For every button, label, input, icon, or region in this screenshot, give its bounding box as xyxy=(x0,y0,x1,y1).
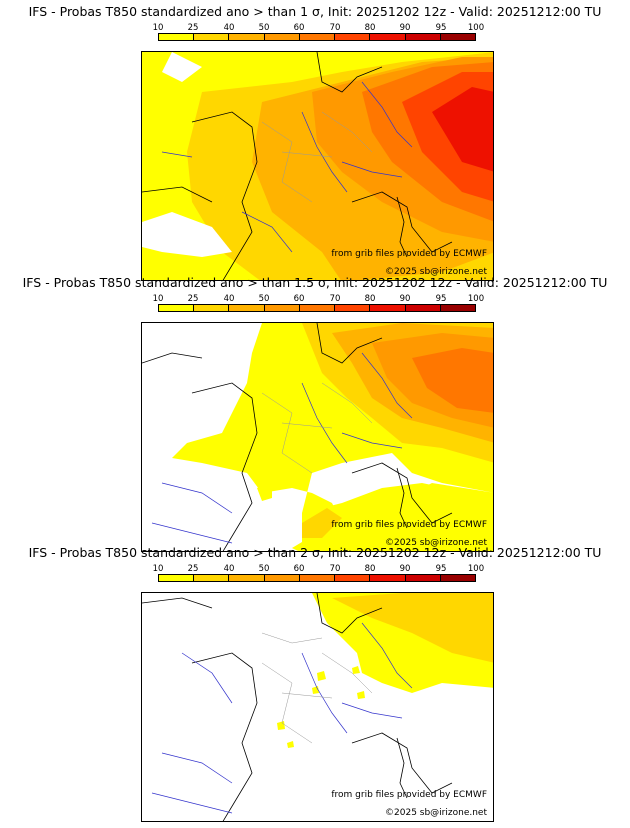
scale-tick: 25 xyxy=(187,294,199,304)
scale-tick: 25 xyxy=(187,564,199,574)
scale-tick: 100 xyxy=(467,564,485,574)
scale-tick-labels: 10 25 40 50 60 70 80 90 95 100 xyxy=(153,564,485,574)
scale-tick: 50 xyxy=(258,564,270,574)
scale-tick: 90 xyxy=(399,564,411,574)
probability-map: from grib files provided by ECMWF ©2025 … xyxy=(141,592,494,822)
scale-tick: 25 xyxy=(187,23,199,33)
scale-tick: 100 xyxy=(467,294,485,304)
scale-swatch xyxy=(440,34,475,40)
map-graphic xyxy=(142,52,493,280)
scale-tick: 60 xyxy=(293,23,305,33)
scale-swatch xyxy=(405,575,441,581)
scale-tick: 10 xyxy=(152,294,164,304)
scale-tick: 90 xyxy=(399,23,411,33)
scale-tick: 95 xyxy=(435,23,447,33)
scale-swatch xyxy=(194,575,230,581)
scale-swatch xyxy=(335,34,371,40)
scale-swatch xyxy=(299,305,336,311)
map-panel-2: IFS - Probas T850 standardized ano > tha… xyxy=(0,275,630,552)
scale-swatch xyxy=(440,305,475,311)
scale-swatch xyxy=(229,34,265,40)
scale-tick: 50 xyxy=(258,294,270,304)
scale-swatch xyxy=(405,34,441,40)
panel-title: IFS - Probas T850 standardized ano > tha… xyxy=(22,275,608,290)
probability-map: from grib files provided by ECMWF ©2025 … xyxy=(141,51,494,281)
probability-color-scale: 10 25 40 50 60 70 80 90 95 100 xyxy=(153,564,485,584)
scale-swatch xyxy=(370,34,406,40)
scale-tick: 60 xyxy=(293,294,305,304)
scale-tick: 50 xyxy=(258,23,270,33)
scale-tick-labels: 10 25 40 50 60 70 80 90 95 100 xyxy=(153,23,485,33)
scale-swatch xyxy=(159,34,195,40)
scale-tick: 90 xyxy=(399,294,411,304)
scale-tick: 10 xyxy=(152,564,164,574)
scale-swatch xyxy=(405,305,441,311)
source-credit: from grib files provided by ECMWF xyxy=(331,249,487,259)
map-panel-3: IFS - Probas T850 standardized ano > tha… xyxy=(0,545,630,822)
scale-tick: 95 xyxy=(435,294,447,304)
scale-bar xyxy=(158,574,476,582)
site-credit: ©2025 sb@irizone.net xyxy=(385,267,487,277)
scale-swatch xyxy=(335,305,371,311)
scale-bar xyxy=(158,33,476,41)
scale-swatch xyxy=(159,305,195,311)
panel-title: IFS - Probas T850 standardized ano > tha… xyxy=(28,4,602,19)
scale-swatch xyxy=(229,575,265,581)
source-credit: from grib files provided by ECMWF xyxy=(331,520,487,530)
site-credit: ©2025 sb@irizone.net xyxy=(385,808,487,818)
probability-color-scale: 10 25 40 50 60 70 80 90 95 100 xyxy=(153,294,485,314)
scale-tick: 70 xyxy=(329,294,341,304)
scale-swatch xyxy=(370,575,406,581)
scale-tick: 95 xyxy=(435,564,447,574)
scale-tick: 40 xyxy=(223,23,235,33)
scale-swatch xyxy=(440,575,475,581)
probability-map: from grib files provided by ECMWF ©2025 … xyxy=(141,322,494,552)
map-graphic xyxy=(142,323,493,551)
source-credit: from grib files provided by ECMWF xyxy=(331,790,487,800)
scale-swatch xyxy=(299,575,336,581)
scale-tick: 80 xyxy=(364,564,376,574)
scale-swatch xyxy=(299,34,336,40)
scale-tick: 10 xyxy=(152,23,164,33)
scale-tick: 100 xyxy=(467,23,485,33)
scale-tick: 70 xyxy=(329,23,341,33)
scale-swatch xyxy=(264,575,300,581)
probability-color-scale: 10 25 40 50 60 70 80 90 95 100 xyxy=(153,23,485,43)
scale-tick-labels: 10 25 40 50 60 70 80 90 95 100 xyxy=(153,294,485,304)
scale-tick: 60 xyxy=(293,564,305,574)
site-credit: ©2025 sb@irizone.net xyxy=(385,538,487,548)
scale-swatch xyxy=(194,34,230,40)
scale-swatch xyxy=(229,305,265,311)
scale-tick: 80 xyxy=(364,294,376,304)
scale-swatch xyxy=(335,575,371,581)
scale-tick: 40 xyxy=(223,294,235,304)
scale-swatch xyxy=(264,34,300,40)
scale-swatch xyxy=(264,305,300,311)
map-graphic xyxy=(142,593,493,821)
scale-tick: 70 xyxy=(329,564,341,574)
scale-bar xyxy=(158,304,476,312)
panel-title: IFS - Probas T850 standardized ano > tha… xyxy=(28,545,602,560)
map-panel-1: IFS - Probas T850 standardized ano > tha… xyxy=(0,4,630,281)
scale-swatch xyxy=(370,305,406,311)
scale-swatch xyxy=(159,575,195,581)
scale-tick: 40 xyxy=(223,564,235,574)
scale-tick: 80 xyxy=(364,23,376,33)
scale-swatch xyxy=(194,305,230,311)
